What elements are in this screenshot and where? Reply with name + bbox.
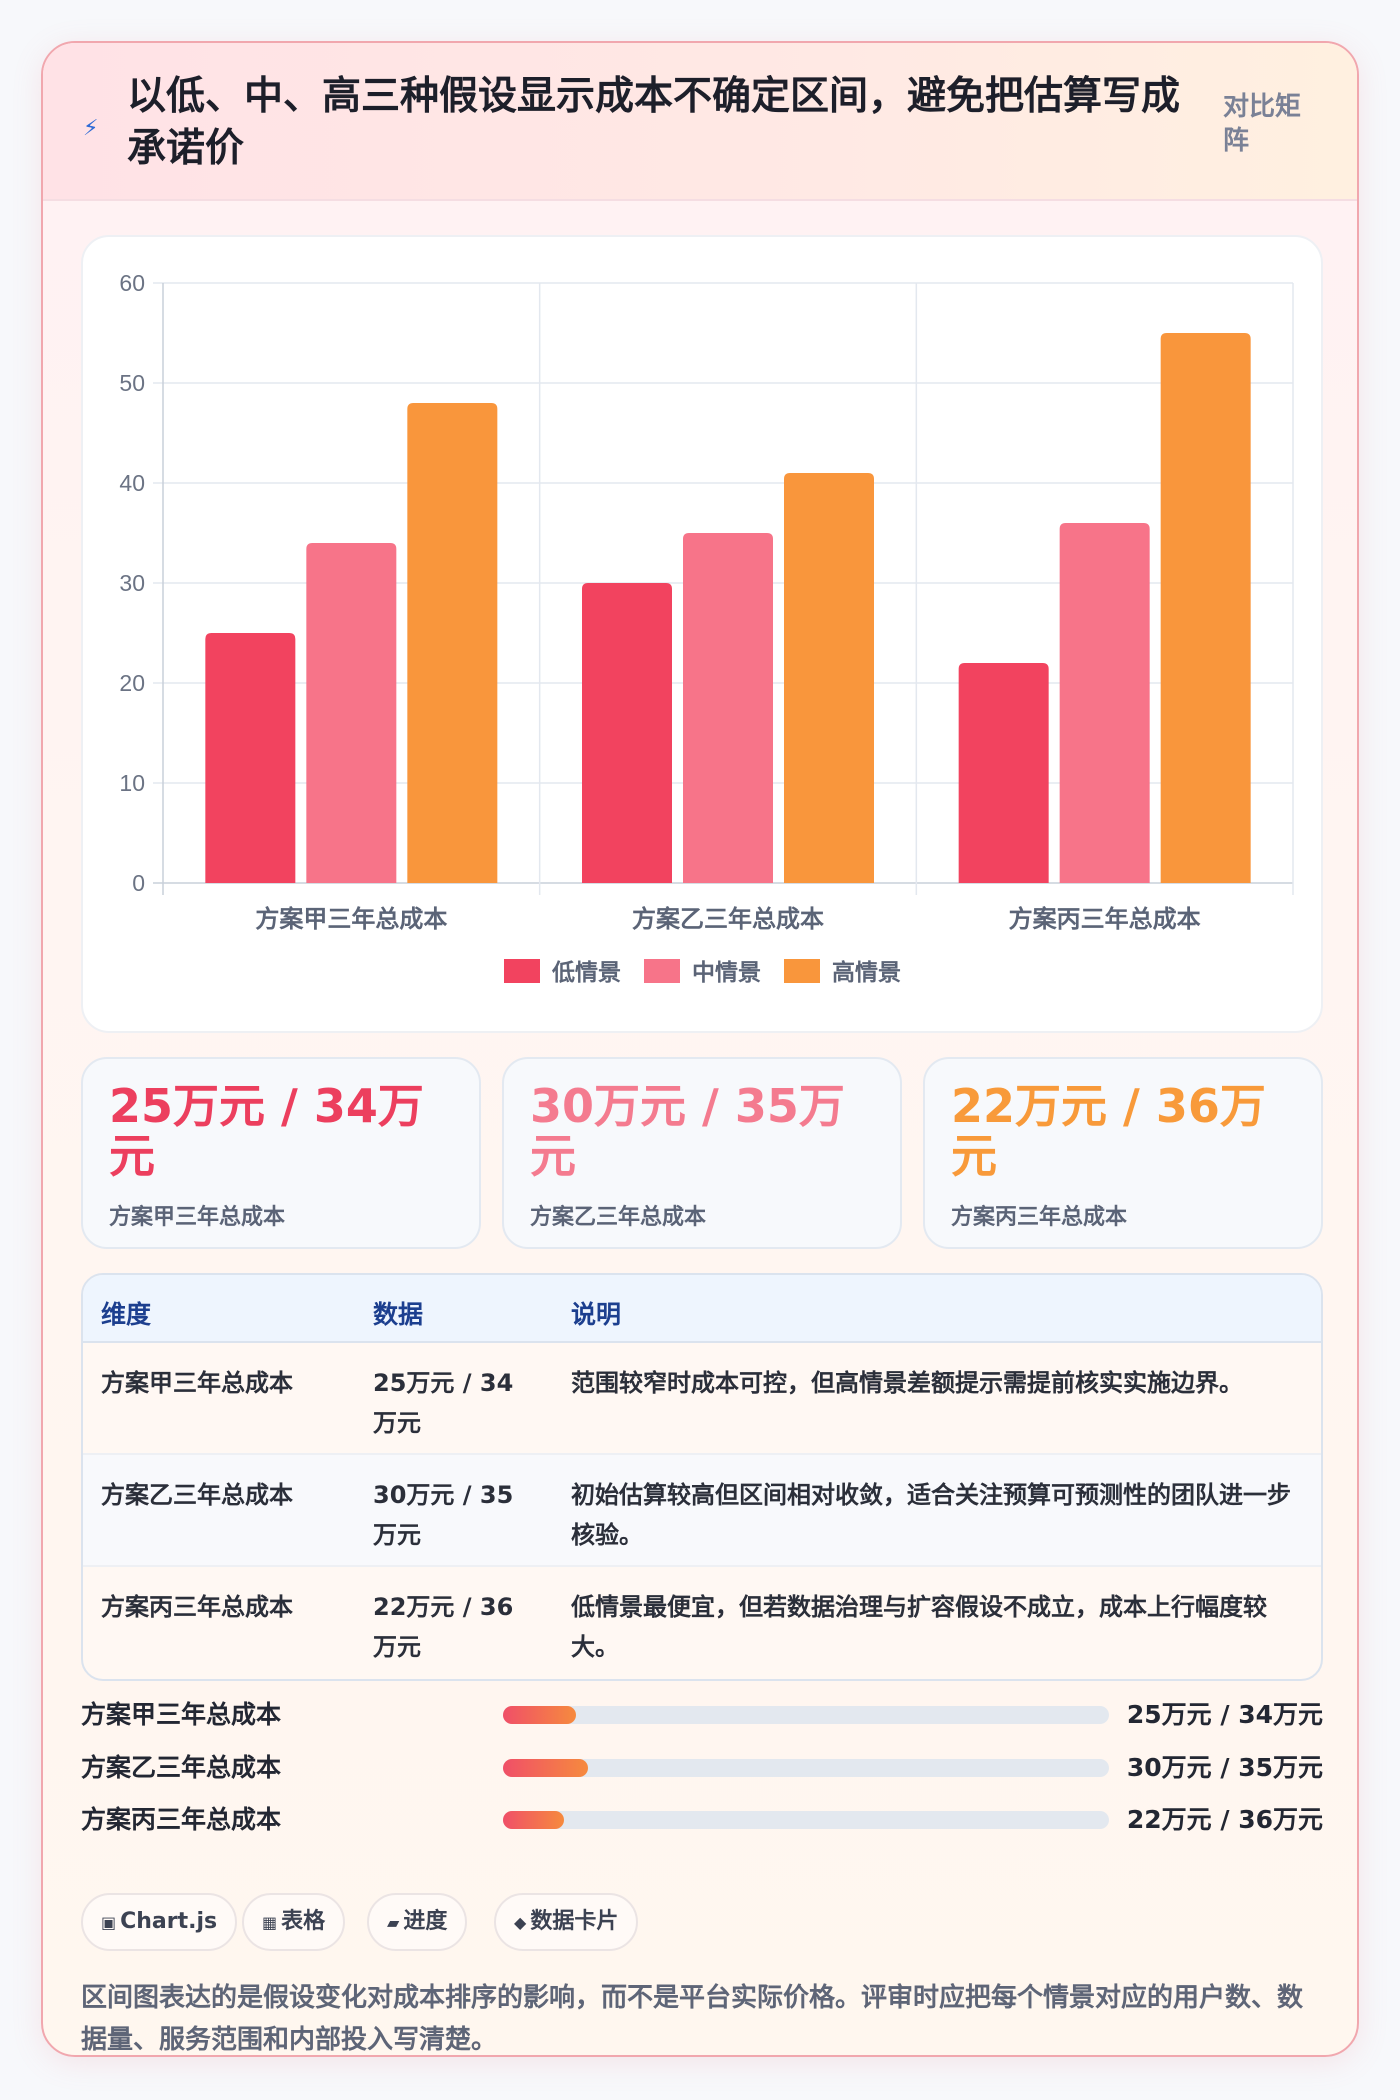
legend-swatch xyxy=(784,959,820,983)
chip-chartjs[interactable]: ▣ Chart.js xyxy=(81,1893,238,1951)
bar xyxy=(683,533,773,883)
table-cell: 30万元 / 35万元 xyxy=(373,1481,514,1549)
stat-card: 25万元 / 34万元 方案甲三年总成本 xyxy=(81,1057,481,1249)
progress-value: 30万元 / 35万元 xyxy=(1126,1753,1323,1782)
bar xyxy=(1160,333,1251,883)
bar xyxy=(407,403,498,883)
table-cell: 方案乙三年总成本 xyxy=(101,1481,293,1509)
chip-label: Chart.js xyxy=(120,1909,218,1934)
progress-track xyxy=(503,1706,1109,1724)
chart-icon: ▣ xyxy=(101,1913,117,1932)
progress-fill xyxy=(503,1759,588,1777)
progress-label: 方案丙三年总成本 xyxy=(81,1805,282,1834)
bar-chart: 0 10 20 30 40 50 60 方案甲三年总成本 方案乙三年总成本 方案丙三年总成本低情景… xyxy=(119,270,1294,986)
bar xyxy=(1059,523,1150,883)
table-icon: ▦ xyxy=(262,1913,278,1932)
bar xyxy=(958,663,1049,883)
x-tick-label: 方案丙三年总成本 xyxy=(1009,905,1201,933)
table-cell: 方案甲三年总成本 xyxy=(101,1369,293,1397)
progress-value: 22万元 / 36万元 xyxy=(1126,1805,1323,1834)
chip-progress[interactable]: ▰ 进度 xyxy=(367,1893,468,1951)
progress-row: 方案乙三年总成本 30万元 / 35万元 xyxy=(81,1746,1323,1786)
table-header-cell: 维度 xyxy=(101,1300,152,1329)
bar xyxy=(784,473,874,883)
lightning-icon: ⚡ xyxy=(83,116,99,141)
progress-label: 方案乙三年总成本 xyxy=(81,1753,282,1782)
stat-card: 22万元 / 36万元 方案丙三年总成本 xyxy=(923,1057,1323,1249)
chip-table[interactable]: ▦ 表格 xyxy=(242,1893,346,1951)
progress-fill xyxy=(503,1706,576,1724)
progress-track xyxy=(503,1759,1109,1777)
y-tick-label: 20 xyxy=(119,670,145,696)
y-tick-label: 10 xyxy=(119,770,145,796)
progress-fill xyxy=(503,1811,564,1829)
y-tick-label: 30 xyxy=(119,570,145,596)
legend-label: 低情景 xyxy=(551,960,621,986)
stat-label: 方案乙三年总成本 xyxy=(530,1205,707,1230)
card-icon: ◆ xyxy=(514,1913,527,1932)
stat-label: 方案甲三年总成本 xyxy=(109,1205,286,1230)
chip-label: 进度 xyxy=(403,1909,448,1934)
table-cell: 低情景最便宜，但若数据治理与扩容假设不成立，成本上行幅度较大。 xyxy=(571,1593,1267,1661)
table-header-cell: 说明 xyxy=(571,1300,622,1329)
stat-value: 30万元 / 35万元 xyxy=(530,1079,845,1183)
table-cell: 初始估算较高但区间相对收敛，适合关注预算可预测性的团队进一步核验。 xyxy=(571,1481,1291,1549)
stat-value: 22万元 / 36万元 xyxy=(951,1079,1266,1183)
table-header: 维度 数据 说明 xyxy=(83,1275,1321,1343)
legend-label: 中情景 xyxy=(692,960,761,986)
legend-swatch xyxy=(504,959,540,983)
legend-label: 高情景 xyxy=(832,959,901,986)
x-tick-label: 方案甲三年总成本 xyxy=(255,905,447,933)
table-cell: 25万元 / 34万元 xyxy=(373,1369,514,1437)
table-cell: 范围较窄时成本可控，但高情景差额提示需提前核实实施边界。 xyxy=(571,1369,1243,1397)
bar-chart-panel: 0 10 20 30 40 50 60 方案甲三年总成本 方案乙三年总成本 方案丙三年总成本低情景… xyxy=(81,235,1323,1033)
chip-label: 数据卡片 xyxy=(530,1909,619,1934)
chip-data-card[interactable]: ◆ 数据卡片 xyxy=(494,1893,639,1951)
comparison-card: ⚡ 以低、中、高三种假设显示成本不确定区间，避免把估算写成承诺价 对比矩阵 0 1… xyxy=(41,41,1359,2057)
y-tick-label: 0 xyxy=(132,870,145,896)
legend-swatch xyxy=(644,959,680,983)
table-header-cell: 数据 xyxy=(373,1300,424,1329)
progress-value: 25万元 / 34万元 xyxy=(1126,1700,1323,1729)
card-header: ⚡ 以低、中、高三种假设显示成本不确定区间，避免把估算写成承诺价 对比矩阵 xyxy=(43,43,1357,201)
stat-label: 方案丙三年总成本 xyxy=(951,1205,1128,1230)
table-row: 方案乙三年总成本 30万元 / 35万元 初始估算较高但区间相对收敛，适合关注预… xyxy=(83,1455,1321,1567)
table-cell: 方案丙三年总成本 xyxy=(101,1593,293,1621)
data-table: 维度 数据 说明 方案甲三年总成本 25万元 / 34万元 范围较窄时成本可控，… xyxy=(81,1273,1323,1681)
footnote: 区间图表达的是假设变化对成本排序的影响，而不是平台实际价格。评审时应把每个情景对… xyxy=(81,1983,1304,2055)
table-row: 方案甲三年总成本 25万元 / 34万元 范围较窄时成本可控，但高情景差额提示需… xyxy=(83,1343,1321,1455)
chip-label: 表格 xyxy=(281,1909,326,1934)
table-cell: 22万元 / 36万元 xyxy=(373,1593,514,1661)
y-tick-label: 50 xyxy=(119,370,145,396)
stat-value: 25万元 / 34万元 xyxy=(109,1079,424,1183)
stat-card: 30万元 / 35万元 方案乙三年总成本 xyxy=(502,1057,902,1249)
bar xyxy=(205,633,296,883)
progress-row: 方案甲三年总成本 25万元 / 34万元 xyxy=(81,1693,1323,1733)
bar xyxy=(582,583,672,883)
progress-label: 方案甲三年总成本 xyxy=(81,1700,282,1729)
bar xyxy=(306,543,397,883)
card-title: 以低、中、高三种假设显示成本不确定区间，避免把估算写成承诺价 xyxy=(127,74,1181,171)
table-row: 方案丙三年总成本 22万元 / 36万元 低情景最便宜，但若数据治理与扩容假设不… xyxy=(83,1567,1321,1679)
y-tick-label: 40 xyxy=(119,470,145,496)
progress-track xyxy=(503,1811,1109,1829)
progress-row: 方案丙三年总成本 22万元 / 36万元 xyxy=(81,1798,1323,1838)
header-tag: 对比矩阵 xyxy=(1223,92,1302,156)
y-tick-label: 60 xyxy=(119,270,145,296)
progress-icon: ▰ xyxy=(387,1913,400,1932)
x-tick-label: 方案乙三年总成本 xyxy=(632,905,824,933)
